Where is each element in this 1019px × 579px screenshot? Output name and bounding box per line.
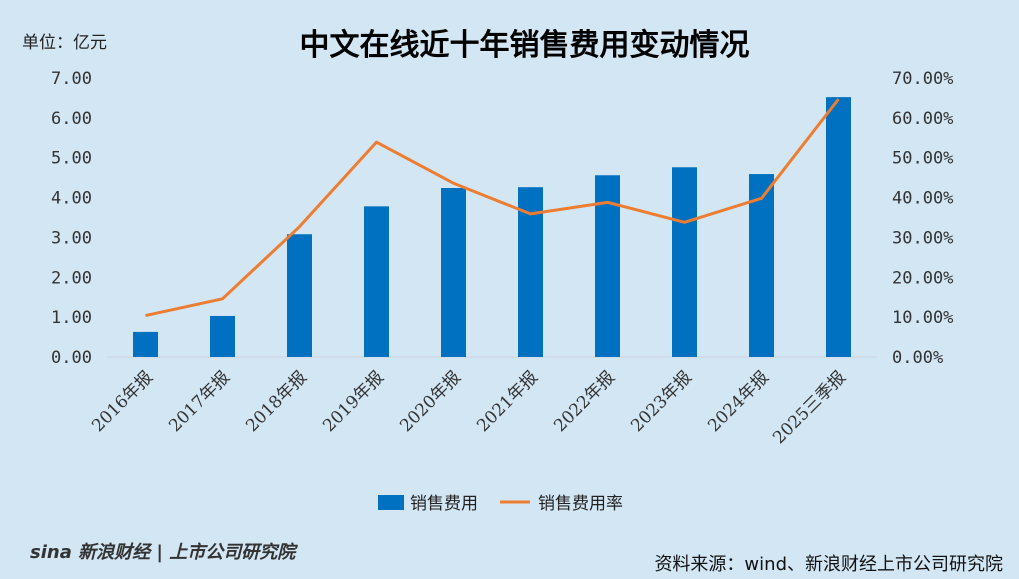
bar-2025三季报 <box>826 97 851 357</box>
legend-bar-swatch <box>378 495 404 510</box>
category-label: 2021年报 <box>473 367 542 436</box>
bar-2016年报 <box>133 331 158 357</box>
left-tick-label: 5.00 <box>51 149 92 169</box>
bar-2024年报 <box>749 174 774 357</box>
category-label: 2020年报 <box>396 367 465 436</box>
left-tick-label: 0.00 <box>51 348 92 368</box>
right-tick-label: 20.00% <box>892 268 953 288</box>
bar-2020年报 <box>441 188 466 357</box>
category-label: 2025三季报 <box>769 367 850 448</box>
line-series <box>145 98 840 318</box>
right-tick-label: 60.00% <box>892 109 953 129</box>
left-tick-label: 2.00 <box>51 268 92 288</box>
category-label: 2023年报 <box>627 367 696 436</box>
right-tick-label: 40.00% <box>892 189 953 209</box>
bar-2017年报 <box>210 315 235 357</box>
right-tick-label: 50.00% <box>892 149 953 169</box>
right-tick-label: 70.00% <box>892 69 953 89</box>
bar-2021年报 <box>518 187 543 357</box>
category-label: 2022年报 <box>550 367 619 436</box>
left-tick-label: 3.00 <box>51 228 92 248</box>
legend-bar-label: 销售费用 <box>410 494 478 514</box>
bar-2018年报 <box>287 234 312 357</box>
category-label: 2019年报 <box>319 367 388 436</box>
category-label: 2018年报 <box>242 367 311 436</box>
bar-2023年报 <box>672 167 697 357</box>
right-tick-label: 10.00% <box>892 308 953 328</box>
source-note: 资料来源：wind、新浪财经上市公司研究院 <box>654 554 1003 575</box>
right-tick-label: 0.00% <box>892 348 943 368</box>
left-tick-label: 1.00 <box>51 308 92 328</box>
watermark-logo: sina 新浪财经 | 上市公司研究院 <box>30 542 296 563</box>
legend-line-label: 销售费用率 <box>538 494 623 514</box>
chart-title: 中文在线近十年销售费用变动情况 <box>299 28 750 63</box>
left-tick-label: 4.00 <box>51 189 92 209</box>
left-tick-label: 7.00 <box>51 69 92 89</box>
category-label: 2016年报 <box>88 367 157 436</box>
left-tick-label: 6.00 <box>51 109 92 129</box>
category-label: 2024年报 <box>704 367 773 436</box>
right-tick-label: 30.00% <box>892 228 953 248</box>
unit-label: 单位：亿元 <box>22 33 107 53</box>
bar-2019年报 <box>364 206 389 357</box>
category-label: 2017年报 <box>165 367 234 436</box>
